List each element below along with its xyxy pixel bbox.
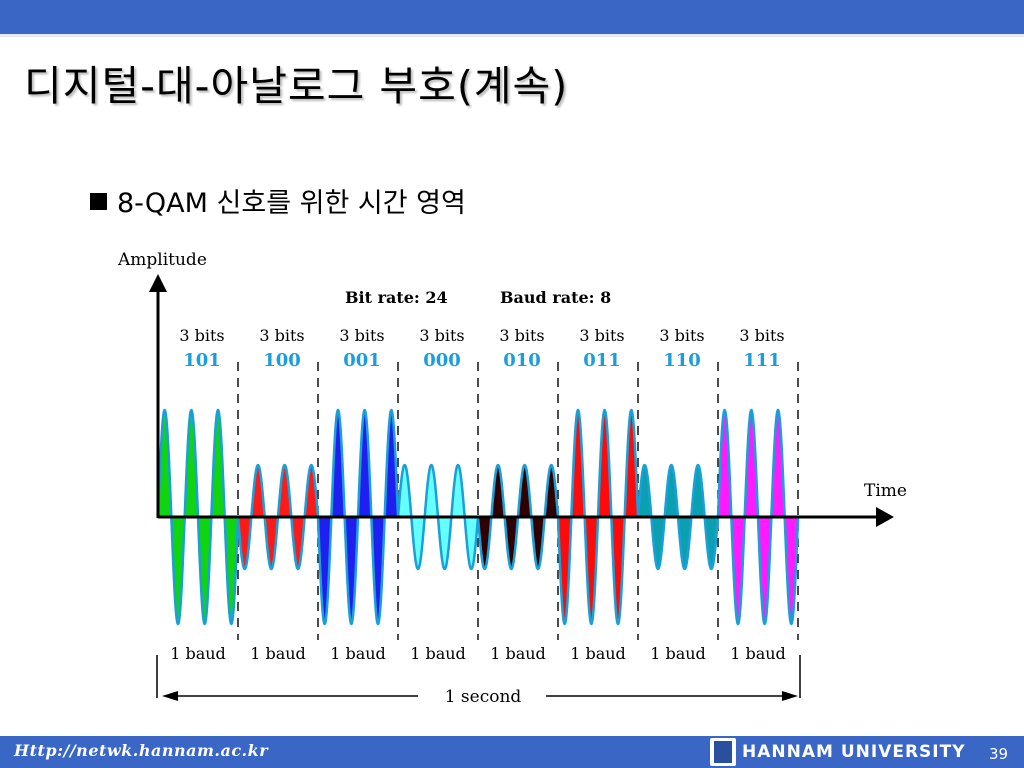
university-name: HANNAM UNIVERSITY — [742, 742, 966, 762]
baud-dividers — [237, 362, 799, 640]
university-logo-icon — [710, 738, 736, 766]
baud-caption: 1 baud — [330, 644, 386, 663]
baud-caption: 1 baud — [250, 644, 306, 663]
baud-caption: 1 baud — [570, 644, 626, 663]
bits-value-101: 101 — [183, 350, 221, 371]
bits-caption: 3 bits — [339, 326, 384, 345]
page-number: 39 — [989, 745, 1009, 763]
bullet-item: 8-QAM 신호를 위한 시간 영역 — [90, 181, 466, 220]
header-bar — [0, 0, 1024, 34]
bits-value-100: 100 — [263, 350, 301, 371]
baud-caption: 1 baud — [170, 644, 226, 663]
baud-caption: 1 baud — [650, 644, 706, 663]
bits-caption: 3 bits — [579, 326, 624, 345]
baud-rate-label: Baud rate: 8 — [500, 288, 611, 307]
one-second-label: 1 second — [445, 687, 522, 707]
slide-title: 디지털-대-아날로그 부호(계속) — [24, 62, 569, 110]
time-label: Time — [864, 481, 907, 501]
span-right-arrow-icon — [782, 691, 798, 701]
bits-value-010: 010 — [503, 350, 541, 371]
bullet-text: 8-QAM 신호를 위한 시간 영역 — [117, 188, 466, 219]
qam-time-domain-diagram: Amplitude Time Bit rate: 24 Baud rate: 8… — [117, 250, 907, 707]
baud-caption: 1 baud — [410, 644, 466, 663]
bits-caption: 3 bits — [659, 326, 704, 345]
amplitude-axis-arrow-icon — [149, 274, 167, 292]
footer-bar — [0, 736, 1024, 768]
bits-caption: 3 bits — [419, 326, 464, 345]
time-axis-arrow-icon — [876, 507, 894, 527]
span-left-arrow-icon — [162, 691, 178, 701]
bits-value-110: 110 — [663, 350, 701, 371]
bits-caption: 3 bits — [739, 326, 784, 345]
amplitude-label: Amplitude — [117, 250, 207, 270]
bits-caption: 3 bits — [499, 326, 544, 345]
bits-value-000: 000 — [423, 350, 461, 371]
bits-value-001: 001 — [343, 350, 381, 371]
header-divider — [0, 34, 1024, 37]
bits-value-111: 111 — [743, 350, 781, 371]
bits-value-011: 011 — [583, 350, 621, 371]
bits-caption: 3 bits — [179, 326, 224, 345]
bits-caption: 3 bits — [259, 326, 304, 345]
baud-caption: 1 baud — [490, 644, 546, 663]
baud-caption: 1 baud — [730, 644, 786, 663]
symbol-labels: 3 bits 101 1 baud 3 bits 100 1 baud 3 bits 001 1… — [170, 326, 786, 663]
bit-rate-label: Bit rate: 24 — [345, 288, 448, 307]
square-bullet-icon — [90, 193, 107, 210]
footer-url[interactable]: Http://netwk.hannam.ac.kr — [14, 741, 269, 760]
